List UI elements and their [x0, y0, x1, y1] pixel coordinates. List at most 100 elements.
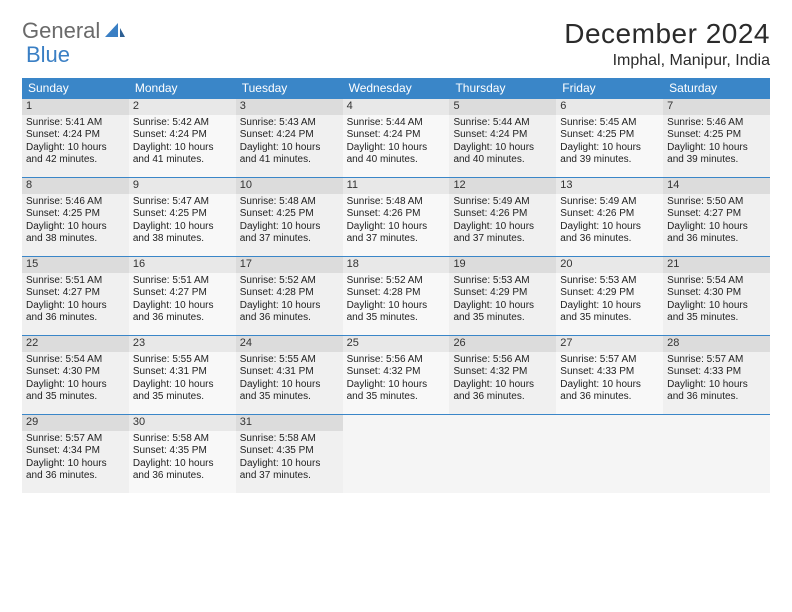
day-6: 6Sunrise: 5:45 AMSunset: 4:25 PMDaylight… — [556, 99, 663, 177]
sunrise-text: Sunrise: 5:48 AM — [240, 196, 339, 209]
day-number: 18 — [343, 257, 450, 273]
daylight-text: Daylight: 10 hours and 36 minutes. — [560, 379, 659, 404]
day-number: 2 — [129, 99, 236, 115]
day-26: 26Sunrise: 5:56 AMSunset: 4:32 PMDayligh… — [449, 336, 556, 414]
day-number: 25 — [343, 336, 450, 352]
day-number: 24 — [236, 336, 343, 352]
daylight-text: Daylight: 10 hours and 35 minutes. — [347, 379, 446, 404]
logo-text-1: General — [22, 18, 100, 44]
dow-row: SundayMondayTuesdayWednesdayThursdayFrid… — [22, 78, 770, 98]
daylight-text: Daylight: 10 hours and 35 minutes. — [453, 300, 552, 325]
day-20: 20Sunrise: 5:53 AMSunset: 4:29 PMDayligh… — [556, 257, 663, 335]
daylight-text: Daylight: 10 hours and 35 minutes. — [26, 379, 125, 404]
dow-friday: Friday — [556, 78, 663, 98]
day-number: 31 — [236, 415, 343, 431]
sunrise-text: Sunrise: 5:54 AM — [667, 275, 766, 288]
sunrise-text: Sunrise: 5:54 AM — [26, 354, 125, 367]
day-number: 19 — [449, 257, 556, 273]
day-17: 17Sunrise: 5:52 AMSunset: 4:28 PMDayligh… — [236, 257, 343, 335]
daylight-text: Daylight: 10 hours and 36 minutes. — [26, 458, 125, 483]
daylight-text: Daylight: 10 hours and 40 minutes. — [453, 142, 552, 167]
sunrise-text: Sunrise: 5:58 AM — [240, 433, 339, 446]
sunset-text: Sunset: 4:34 PM — [26, 445, 125, 458]
day-29: 29Sunrise: 5:57 AMSunset: 4:34 PMDayligh… — [22, 415, 129, 493]
day-number: 7 — [663, 99, 770, 115]
day-1: 1Sunrise: 5:41 AMSunset: 4:24 PMDaylight… — [22, 99, 129, 177]
dow-thursday: Thursday — [449, 78, 556, 98]
week-row: 1Sunrise: 5:41 AMSunset: 4:24 PMDaylight… — [22, 98, 770, 177]
sunset-text: Sunset: 4:27 PM — [667, 208, 766, 221]
day-number: 15 — [22, 257, 129, 273]
day-number: 8 — [22, 178, 129, 194]
day-14: 14Sunrise: 5:50 AMSunset: 4:27 PMDayligh… — [663, 178, 770, 256]
daylight-text: Daylight: 10 hours and 35 minutes. — [560, 300, 659, 325]
sunrise-text: Sunrise: 5:56 AM — [347, 354, 446, 367]
dow-tuesday: Tuesday — [236, 78, 343, 98]
daylight-text: Daylight: 10 hours and 37 minutes. — [347, 221, 446, 246]
sunset-text: Sunset: 4:26 PM — [560, 208, 659, 221]
daylight-text: Daylight: 10 hours and 38 minutes. — [133, 221, 232, 246]
day-15: 15Sunrise: 5:51 AMSunset: 4:27 PMDayligh… — [22, 257, 129, 335]
daylight-text: Daylight: 10 hours and 35 minutes. — [133, 379, 232, 404]
sunrise-text: Sunrise: 5:46 AM — [667, 117, 766, 130]
sunset-text: Sunset: 4:32 PM — [347, 366, 446, 379]
day-number: 21 — [663, 257, 770, 273]
sunset-text: Sunset: 4:25 PM — [560, 129, 659, 142]
title-block: December 2024 Imphal, Manipur, India — [564, 18, 770, 70]
day-number: 5 — [449, 99, 556, 115]
day-28: 28Sunrise: 5:57 AMSunset: 4:33 PMDayligh… — [663, 336, 770, 414]
day-2: 2Sunrise: 5:42 AMSunset: 4:24 PMDaylight… — [129, 99, 236, 177]
week-row: 15Sunrise: 5:51 AMSunset: 4:27 PMDayligh… — [22, 256, 770, 335]
day-24: 24Sunrise: 5:55 AMSunset: 4:31 PMDayligh… — [236, 336, 343, 414]
daylight-text: Daylight: 10 hours and 39 minutes. — [667, 142, 766, 167]
week-row: 22Sunrise: 5:54 AMSunset: 4:30 PMDayligh… — [22, 335, 770, 414]
daylight-text: Daylight: 10 hours and 37 minutes. — [240, 458, 339, 483]
day-number: 13 — [556, 178, 663, 194]
daylight-text: Daylight: 10 hours and 36 minutes. — [26, 300, 125, 325]
sunrise-text: Sunrise: 5:58 AM — [133, 433, 232, 446]
sunrise-text: Sunrise: 5:57 AM — [26, 433, 125, 446]
day-9: 9Sunrise: 5:47 AMSunset: 4:25 PMDaylight… — [129, 178, 236, 256]
day-number: 16 — [129, 257, 236, 273]
sunrise-text: Sunrise: 5:55 AM — [133, 354, 232, 367]
day-number: 17 — [236, 257, 343, 273]
sunset-text: Sunset: 4:27 PM — [133, 287, 232, 300]
daylight-text: Daylight: 10 hours and 37 minutes. — [453, 221, 552, 246]
sunrise-text: Sunrise: 5:43 AM — [240, 117, 339, 130]
daylight-text: Daylight: 10 hours and 35 minutes. — [667, 300, 766, 325]
title-month: December 2024 — [564, 18, 770, 50]
sunset-text: Sunset: 4:35 PM — [240, 445, 339, 458]
daylight-text: Daylight: 10 hours and 40 minutes. — [347, 142, 446, 167]
sunset-text: Sunset: 4:27 PM — [26, 287, 125, 300]
day-number: 28 — [663, 336, 770, 352]
day-number: 14 — [663, 178, 770, 194]
day-27: 27Sunrise: 5:57 AMSunset: 4:33 PMDayligh… — [556, 336, 663, 414]
day-number: 27 — [556, 336, 663, 352]
daylight-text: Daylight: 10 hours and 41 minutes. — [240, 142, 339, 167]
daylight-text: Daylight: 10 hours and 36 minutes. — [560, 221, 659, 246]
day-number: 9 — [129, 178, 236, 194]
sunrise-text: Sunrise: 5:53 AM — [453, 275, 552, 288]
sunrise-text: Sunrise: 5:53 AM — [560, 275, 659, 288]
daylight-text: Daylight: 10 hours and 36 minutes. — [133, 300, 232, 325]
sunrise-text: Sunrise: 5:42 AM — [133, 117, 232, 130]
sunrise-text: Sunrise: 5:41 AM — [26, 117, 125, 130]
day-number: 1 — [22, 99, 129, 115]
sunset-text: Sunset: 4:33 PM — [560, 366, 659, 379]
sunset-text: Sunset: 4:24 PM — [240, 129, 339, 142]
sunrise-text: Sunrise: 5:50 AM — [667, 196, 766, 209]
sunset-text: Sunset: 4:24 PM — [26, 129, 125, 142]
sunset-text: Sunset: 4:30 PM — [667, 287, 766, 300]
sunrise-text: Sunrise: 5:46 AM — [26, 196, 125, 209]
day-number: 6 — [556, 99, 663, 115]
day-number: 26 — [449, 336, 556, 352]
day-5: 5Sunrise: 5:44 AMSunset: 4:24 PMDaylight… — [449, 99, 556, 177]
day-18: 18Sunrise: 5:52 AMSunset: 4:28 PMDayligh… — [343, 257, 450, 335]
sunset-text: Sunset: 4:31 PM — [240, 366, 339, 379]
sunrise-text: Sunrise: 5:45 AM — [560, 117, 659, 130]
sunset-text: Sunset: 4:32 PM — [453, 366, 552, 379]
day-empty — [556, 415, 663, 493]
day-8: 8Sunrise: 5:46 AMSunset: 4:25 PMDaylight… — [22, 178, 129, 256]
day-11: 11Sunrise: 5:48 AMSunset: 4:26 PMDayligh… — [343, 178, 450, 256]
day-3: 3Sunrise: 5:43 AMSunset: 4:24 PMDaylight… — [236, 99, 343, 177]
